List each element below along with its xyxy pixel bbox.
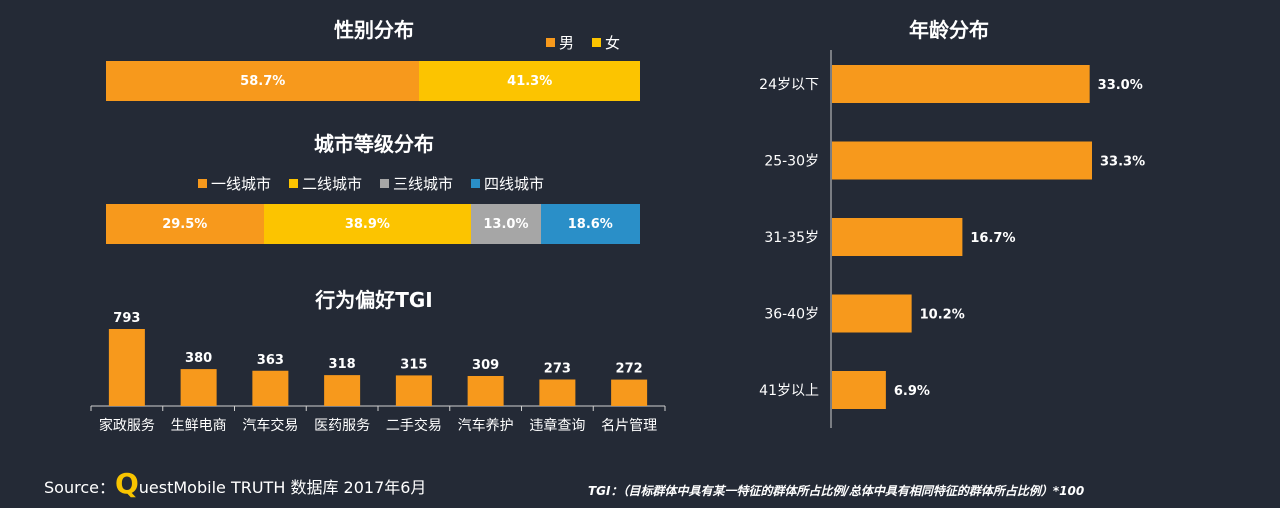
age-value-label-1: 33.0% (1098, 78, 1143, 93)
gender-segment-1: 58.7% (106, 61, 420, 101)
city-tier-segment-1: 29.5% (106, 204, 264, 244)
city-legend-swatch-1 (198, 179, 207, 188)
legend-item-male: 男 (546, 32, 574, 53)
city-legend-label-4: 四线城市 (484, 175, 545, 193)
tgi-value-label-6: 309 (472, 358, 499, 373)
age-bar-5 (832, 371, 886, 409)
source-prefix: Source： (44, 478, 115, 497)
age-value-label-2: 33.3% (1100, 155, 1145, 170)
tgi-category-label-7: 违章查询 (529, 417, 585, 434)
tgi-bar-2 (180, 369, 217, 406)
legend-swatch-male (546, 38, 555, 47)
gender-chart-title: 性别分布 (334, 18, 414, 42)
age-bar-1 (832, 65, 1090, 103)
city-legend-label-2: 二线城市 (302, 175, 363, 193)
city-tier-legend: 一线城市 二线城市 三线城市 四线城市 (198, 173, 562, 194)
tgi-bar-4 (324, 375, 361, 406)
legend-item-female: 女 (592, 32, 620, 53)
city-tier-segment-2: 38.9% (263, 204, 472, 244)
city-tier-chart-title: 城市等级分布 (314, 132, 434, 156)
tgi-bar-7 (539, 379, 576, 406)
gender-segment-2: 41.3% (419, 61, 640, 101)
age-bar-4 (832, 294, 912, 333)
city-legend-item-3: 三线城市 (380, 173, 453, 194)
tgi-bar-6 (467, 375, 504, 406)
tgi-bar-5 (395, 375, 432, 406)
tgi-category-label-4: 医药服务 (314, 418, 370, 434)
age-category-label-5: 41岁以上 (759, 383, 819, 399)
source-logo-q: Q (114, 467, 139, 500)
tgi-category-label-5: 二手交易 (386, 417, 442, 434)
tgi-category-label-8: 名片管理 (601, 418, 657, 434)
age-value-label-5: 6.9% (894, 384, 930, 399)
tgi-value-label-3: 363 (257, 353, 284, 368)
tgi-bar-chart: 793 家政服务 380 生鲜电商 363 汽车交易 318 医药服务 315 二手交易 309 汽车… (90, 311, 666, 434)
city-legend-item-4: 四线城市 (471, 173, 544, 194)
tgi-value-label-4: 318 (329, 357, 356, 372)
legend-swatch-female (592, 38, 602, 47)
tgi-category-label-1: 家政服务 (99, 417, 155, 434)
city-tier-segment-4: 18.6% (540, 204, 640, 244)
tgi-value-label-1: 793 (113, 311, 140, 326)
source-text: uestMobile TRUTH 数据库 2017年6月 (138, 478, 427, 497)
tgi-bar-8 (611, 379, 648, 406)
city-legend-item-1: 一线城市 (198, 173, 271, 194)
city-tier-stacked-bar: 29.5% 38.9% 13.0% 18.6% (106, 204, 640, 244)
tgi-category-label-2: 生鲜电商 (171, 418, 227, 434)
legend-label-female: 女 (605, 34, 621, 52)
tgi-category-label-3: 汽车交易 (242, 417, 298, 434)
gender-legend: 男 女 (546, 32, 638, 53)
legend-label-male: 男 (559, 34, 575, 52)
tgi-bar-1 (108, 329, 145, 406)
gender-stacked-bar: 58.7% 41.3% (106, 61, 640, 101)
city-legend-label-3: 三线城市 (393, 175, 454, 193)
tgi-value-label-8: 272 (616, 362, 643, 377)
city-legend-item-2: 二线城市 (289, 173, 362, 194)
age-chart-title: 年龄分布 (909, 18, 989, 42)
age-category-label-4: 36-40岁 (764, 307, 819, 323)
age-value-label-3: 16.7% (970, 231, 1015, 246)
age-bar-3 (832, 218, 963, 256)
age-category-label-2: 25-30岁 (764, 154, 819, 170)
source-line: Source： Q uestMobile TRUTH 数据库 2017年6月 (44, 467, 427, 500)
tgi-chart-title: 行为偏好TGI (315, 288, 433, 312)
tgi-value-label-7: 273 (544, 361, 571, 376)
age-category-label-1: 24岁以下 (759, 77, 819, 93)
age-bar-chart: 24岁以下 33.0% 25-30岁 33.3% 31-35岁 16.7% 36-40岁 10… (759, 50, 1145, 428)
tgi-category-label-6: 汽车养护 (458, 417, 514, 434)
tgi-bar-3 (252, 370, 289, 406)
city-legend-swatch-4 (471, 179, 481, 188)
tgi-value-label-2: 380 (185, 351, 212, 366)
age-category-label-3: 31-35岁 (764, 230, 819, 246)
tgi-value-label-5: 315 (400, 357, 427, 372)
age-bar-2 (832, 141, 1092, 180)
city-legend-swatch-3 (380, 179, 390, 188)
age-value-label-4: 10.2% (920, 308, 965, 323)
city-legend-swatch-2 (289, 179, 299, 188)
tgi-note: TGI：（目标群体中具有某一特征的群体所占比例/总体中具有相同特征的群体所占比例… (588, 484, 1085, 498)
city-legend-label-1: 一线城市 (211, 175, 272, 193)
city-tier-segment-3: 13.0% (471, 204, 541, 244)
